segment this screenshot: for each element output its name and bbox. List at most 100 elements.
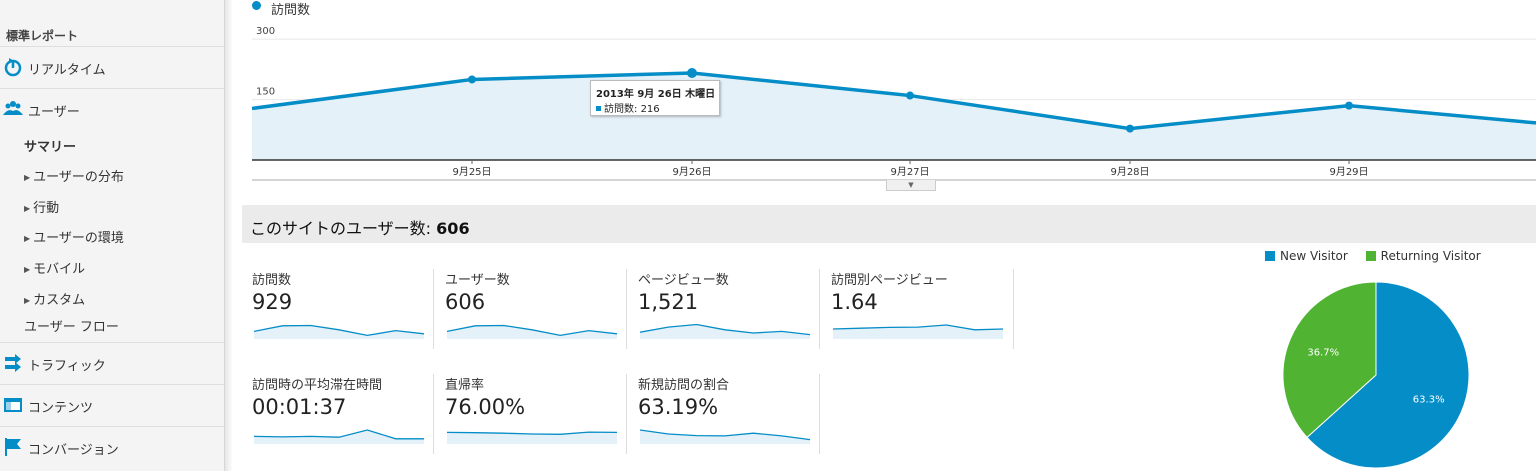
sidebar-section-title: 標準レポート: [6, 29, 79, 43]
chart-data-point[interactable]: [1126, 124, 1134, 133]
sparkline-line: [254, 429, 424, 440]
sparkline-line: [447, 324, 617, 337]
chart-y-tick-label: 150: [256, 87, 275, 98]
metric-value: 63.19%: [638, 395, 719, 419]
sidebar-sub-mobile[interactable]: ▶ モバイル: [24, 258, 85, 277]
metric-sparkline: [447, 431, 617, 444]
sidebar-sub-label: 行動: [33, 201, 60, 216]
sidebar-sub-technology[interactable]: ▶ ユーザーの環境: [24, 227, 124, 246]
metric-label: ページビュー数: [638, 273, 729, 288]
sparkline-line: [833, 324, 1003, 331]
sidebar-sub-label: カスタム: [33, 293, 86, 308]
expand-triangle-icon: ▶: [24, 296, 31, 305]
pie-slice-returning-visitor[interactable]: [1282, 281, 1377, 439]
chart-y-tick-label: 300: [256, 26, 275, 37]
legend-series-dot: [252, 1, 261, 10]
chart-x-tick-label: 9月28日: [1110, 166, 1149, 178]
chart-x-tick-label: 9月27日: [890, 166, 929, 178]
sparkline-fill: [640, 430, 810, 444]
legend-swatch-new: [1265, 251, 1275, 261]
legend-swatch-returning: [1365, 251, 1376, 261]
metric-pageviews[interactable]: ページビュー数 1,521: [628, 269, 810, 351]
sidebar-sub-custom[interactable]: ▶ カスタム: [24, 289, 85, 308]
metric-label: 訪問数: [252, 273, 292, 288]
summary-label: このサイトのユーザー数:: [250, 219, 432, 238]
sidebar-item-label: リアルタイム: [28, 63, 106, 78]
metric-users[interactable]: ユーザー数 606: [435, 269, 617, 351]
metric-value: 929: [252, 290, 293, 314]
visitor-type-pie-chart[interactable]: 63.3% 36.7%: [1278, 280, 1478, 471]
pie-slice-label: 36.7%: [1307, 348, 1339, 359]
chart-data-point[interactable]: [1345, 101, 1353, 110]
sidebar-item-users[interactable]: ユーザー: [0, 88, 224, 128]
sidebar-item-label: コンバージョン: [28, 443, 119, 458]
metric-label: 新規訪問の割合: [638, 378, 730, 393]
expand-triangle-icon: ▶: [24, 173, 31, 182]
metric-label: 訪問別ページビュー: [831, 273, 948, 288]
metric-divider: [626, 374, 627, 454]
metric-divider: [819, 269, 820, 349]
pie-legend-new[interactable]: New Visitor: [1265, 249, 1348, 263]
summary-text: このサイトのユーザー数: 606: [250, 215, 470, 239]
chart-data-point[interactable]: [906, 91, 914, 100]
sparkline-fill: [447, 325, 617, 339]
sidebar-sub-summary[interactable]: サマリー: [24, 136, 76, 155]
metric-value: 00:01:37: [252, 395, 347, 419]
sidebar-sub-behavior[interactable]: ▶ 行動: [24, 197, 59, 216]
chart-area-fill: [252, 73, 1536, 160]
sparkline-fill: [447, 432, 617, 444]
expand-triangle-icon: ▶: [24, 265, 31, 274]
sidebar-sub-label: サマリー: [24, 140, 77, 155]
conversion-flag-icon: [5, 438, 21, 456]
sparkline-fill: [254, 325, 424, 339]
sparkline-line: [640, 429, 810, 441]
sidebar-item-content[interactable]: コンテンツ: [0, 384, 224, 424]
metric-value: 1,521: [638, 290, 699, 314]
summary-bar: このサイトのユーザー数: 606: [242, 205, 1536, 243]
metric-visits[interactable]: 訪問数 929: [242, 269, 424, 351]
metric-sparkline: [833, 324, 1003, 339]
metric-divider: [626, 269, 627, 349]
metric-label: 直帰率: [445, 378, 485, 393]
pie-slice-new-visitor[interactable]: [1306, 281, 1470, 469]
metric-sparkline: [254, 429, 424, 444]
sidebar-item-realtime[interactable]: リアルタイム: [0, 46, 224, 86]
tooltip-series-name: 訪問数: [604, 104, 634, 115]
metric-sparkline: [640, 429, 810, 444]
expand-triangle-icon: ▶: [24, 234, 31, 243]
chart-x-tick-label: 9月26日: [672, 166, 711, 178]
chart-data-point[interactable]: [687, 68, 697, 78]
sidebar-item-label: ユーザー: [28, 105, 80, 120]
sidebar-sub-label: ユーザーの分布: [33, 170, 124, 185]
metric-bounce-rate[interactable]: 直帰率 76.00%: [435, 374, 617, 456]
legend-label: New Visitor: [1280, 249, 1348, 263]
metric-avg-duration[interactable]: 訪問時の平均滞在時間 00:01:37: [242, 374, 424, 456]
metric-pages-per-visit[interactable]: 訪問別ページビュー 1.64: [821, 269, 1003, 351]
chart-data-point[interactable]: [468, 75, 476, 84]
users-icon: [3, 101, 23, 115]
chart-collapse-toggle[interactable]: ▼: [886, 180, 936, 191]
sparkline-fill: [833, 325, 1003, 339]
sidebar-sub-user-flow[interactable]: ユーザー フロー: [24, 316, 119, 335]
sparkline-fill: [640, 324, 810, 339]
sparkline-line: [447, 431, 617, 435]
metric-new-visits[interactable]: 新規訪問の割合 63.19%: [628, 374, 810, 456]
chart-x-tick-label: 9月25日: [452, 166, 491, 178]
realtime-icon: [4, 58, 22, 77]
metric-sparkline: [447, 324, 617, 339]
visits-line-chart[interactable]: 150 300 9月25日 9月26日 9月27日 9月28日 9月29日: [242, 0, 1536, 182]
metric-divider: [819, 374, 820, 454]
pie-legend-returning[interactable]: Returning Visitor: [1365, 249, 1481, 263]
summary-value: 606: [436, 219, 470, 238]
metric-value: 76.00%: [445, 395, 526, 419]
sidebar-sub-geo[interactable]: ▶ ユーザーの分布: [24, 166, 124, 185]
metric-label: ユーザー数: [445, 273, 510, 288]
sidebar-item-traffic[interactable]: トラフィック: [0, 342, 224, 382]
sidebar: 標準レポート リアルタイム ユーザー サマリー ▶ ユーザーの分布 ▶ 行動 ▶ ユー…: [0, 0, 225, 471]
metric-sparkline: [254, 324, 424, 339]
content-icon: [4, 398, 22, 412]
traffic-icon: [5, 354, 21, 372]
chart-tooltip: 2013年 9月 26日 木曜日 訪問数: 216: [590, 80, 720, 116]
sidebar-item-conversion[interactable]: コンバージョン: [0, 426, 224, 466]
sparkline-fill: [254, 430, 424, 444]
